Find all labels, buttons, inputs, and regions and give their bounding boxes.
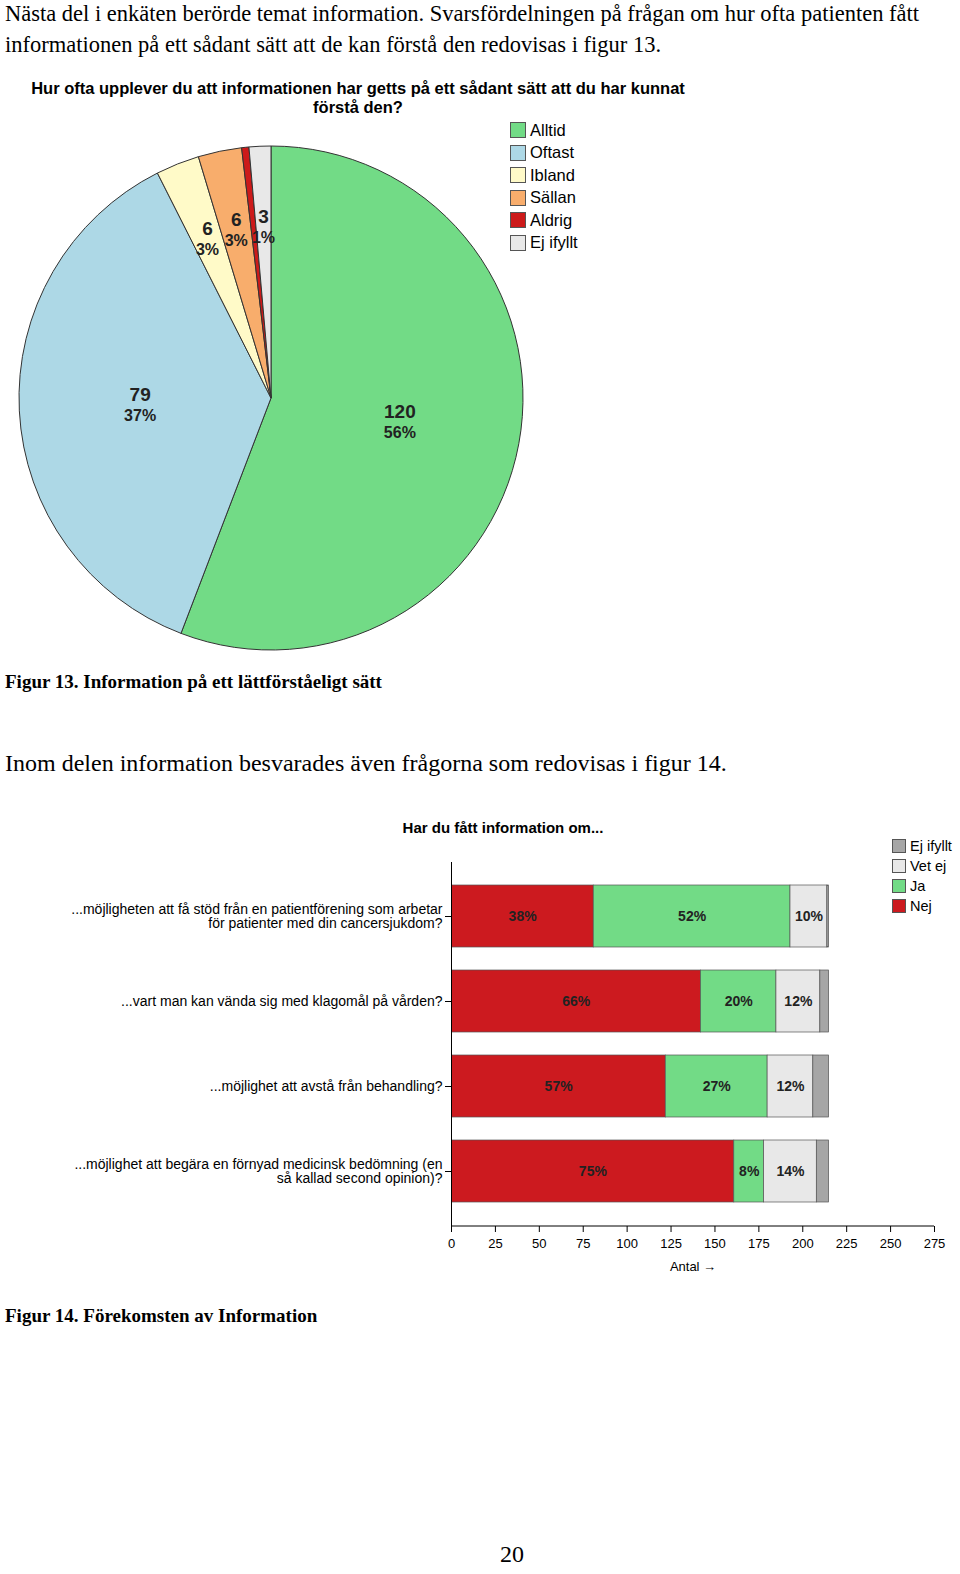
html-text:Nästa del i enkäten berörde te: Nästa del i enkäten berörde temat inform… <box>5 1 919 57</box>
svg-text:12%: 12% <box>776 1078 805 1094</box>
svg-text:175: 175 <box>748 1236 770 1251</box>
svg-text:250: 250 <box>880 1236 902 1251</box>
svg-text:150: 150 <box>704 1236 726 1251</box>
html-text:Aldrig: Aldrig <box>530 210 573 229</box>
html-text:Sällan: Sällan <box>530 188 576 207</box>
html-text:Ej ifyllt: Ej ifyllt <box>910 838 952 854</box>
svg-text:...möjlighet att begära en för: ...möjlighet att begära en förnyad medic… <box>74 1156 442 1186</box>
html-text:Alltid: Alltid <box>530 120 566 139</box>
svg-text:38%: 38% <box>509 908 538 924</box>
svg-text:125: 125 <box>660 1236 682 1251</box>
svg-text:75: 75 <box>576 1236 590 1251</box>
svg-text:...vart man kan vända sig med: ...vart man kan vända sig med klagomål p… <box>121 993 443 1009</box>
html-text:Vet ej: Vet ej <box>910 858 947 874</box>
html-text:Ja: Ja <box>910 878 926 894</box>
svg-text:50: 50 <box>532 1236 546 1251</box>
html-text:Ibland: Ibland <box>530 165 575 184</box>
html-text:Inom delen information besvara: Inom delen information besvarades även f… <box>5 750 727 776</box>
svg-text:66%: 66% <box>562 993 591 1009</box>
svg-text:63%: 63% <box>196 218 219 258</box>
html-text:Figur 13. Information på ett l: Figur 13. Information på ett lättförståe… <box>5 671 382 692</box>
svg-text:14%: 14% <box>776 1163 805 1179</box>
svg-text:63%: 63% <box>225 209 248 249</box>
svg-text:275: 275 <box>924 1236 946 1251</box>
svg-text:...möjlighet att avstå från be: ...möjlighet att avstå från behandling? <box>210 1078 443 1094</box>
html-text:Har du fått information om...: Har du fått information om... <box>402 819 604 836</box>
html-text:Figur 14. Förekomsten av Infor: Figur 14. Förekomsten av Information <box>5 1305 318 1326</box>
svg-text:225: 225 <box>836 1236 858 1251</box>
svg-text:200: 200 <box>792 1236 814 1251</box>
html-text:Ej ifyllt: Ej ifyllt <box>530 233 578 252</box>
html-text:Hur ofta upplever du att infor: Hur ofta upplever du att informationen h… <box>31 79 685 116</box>
svg-text:0: 0 <box>448 1236 455 1251</box>
svg-text:31%: 31% <box>252 206 275 246</box>
html-text:Oftast: Oftast <box>530 143 574 162</box>
svg-text:52%: 52% <box>678 908 707 924</box>
svg-text:25: 25 <box>488 1236 502 1251</box>
html-text:20: 20 <box>500 1541 524 1567</box>
svg-text:75%: 75% <box>579 1163 608 1179</box>
svg-text:...möjligheten att få stöd frå: ...möjligheten att få stöd från en patie… <box>71 901 443 931</box>
svg-text:10%: 10% <box>795 908 824 924</box>
svg-text:20%: 20% <box>725 993 754 1009</box>
svg-text:Antal →: Antal → <box>670 1259 716 1274</box>
svg-text:7937%: 7937% <box>124 384 156 424</box>
svg-text:57%: 57% <box>545 1078 574 1094</box>
svg-text:12%: 12% <box>784 993 813 1009</box>
svg-text:100: 100 <box>616 1236 638 1251</box>
html-text:Nej: Nej <box>910 898 932 914</box>
svg-text:12056%: 12056% <box>384 401 416 441</box>
svg-text:8%: 8% <box>739 1163 760 1179</box>
svg-text:27%: 27% <box>703 1078 732 1094</box>
